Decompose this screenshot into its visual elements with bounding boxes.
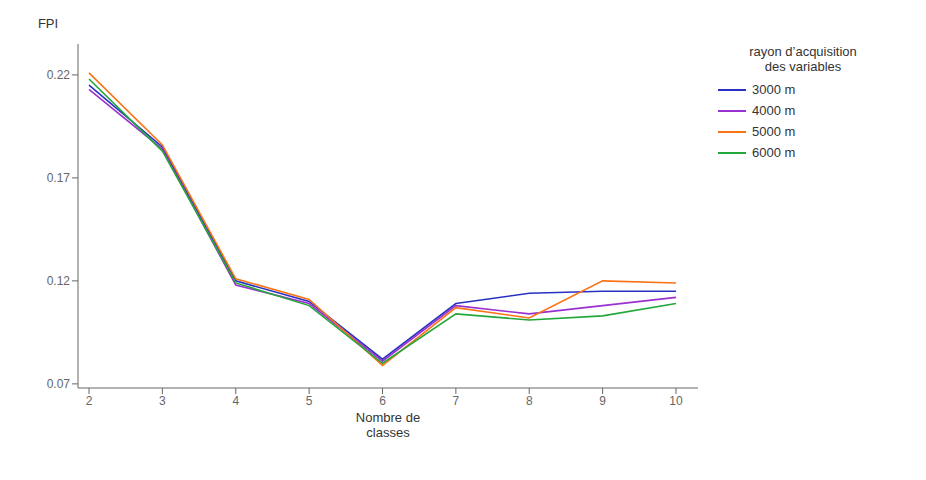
svg-text:0.17: 0.17 xyxy=(47,171,71,185)
svg-text:Nombre declasses: Nombre declasses xyxy=(356,410,420,440)
html-text:5000 m: 5000 m xyxy=(752,124,796,139)
svg-text:7: 7 xyxy=(453,394,460,408)
svg-text:0.07: 0.07 xyxy=(47,377,71,391)
html-text:des variables: des variables xyxy=(764,59,842,74)
html-text:6000 m: 6000 m xyxy=(752,145,796,160)
html-text:4000 m: 4000 m xyxy=(752,103,796,118)
svg-text:5: 5 xyxy=(306,394,313,408)
svg-text:10: 10 xyxy=(669,394,683,408)
svg-text:4: 4 xyxy=(232,394,239,408)
svg-text:8: 8 xyxy=(526,394,533,408)
svg-text:3: 3 xyxy=(159,394,166,408)
svg-text:FPI: FPI xyxy=(38,16,58,31)
svg-text:0.12: 0.12 xyxy=(47,274,71,288)
svg-text:0.22: 0.22 xyxy=(47,68,71,82)
html-text:3000 m: 3000 m xyxy=(752,82,796,97)
svg-text:2: 2 xyxy=(86,394,93,408)
svg-text:9: 9 xyxy=(599,394,606,408)
svg-text:6: 6 xyxy=(379,394,386,408)
html-text:rayon d’acquisition: rayon d’acquisition xyxy=(749,44,857,59)
